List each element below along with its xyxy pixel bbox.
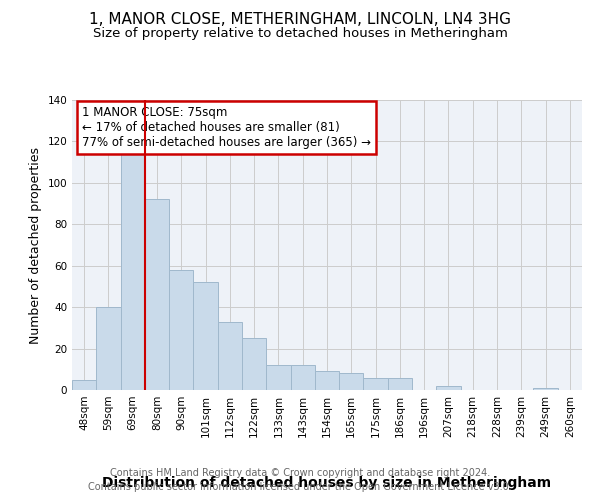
Bar (169, 270, 193, 390)
Bar (436, 386, 461, 390)
Bar (388, 378, 412, 390)
Bar (364, 378, 388, 390)
Bar (193, 282, 218, 390)
Bar (96, 307, 121, 390)
Bar (218, 322, 242, 390)
Bar (145, 200, 169, 390)
Y-axis label: Number of detached properties: Number of detached properties (29, 146, 42, 344)
Bar (72, 380, 96, 390)
Bar (242, 338, 266, 390)
X-axis label: Distribution of detached houses by size in Metheringham: Distribution of detached houses by size … (103, 476, 551, 490)
Bar (315, 372, 339, 390)
Text: 1 MANOR CLOSE: 75sqm
← 17% of detached houses are smaller (81)
77% of semi-detac: 1 MANOR CLOSE: 75sqm ← 17% of detached h… (82, 106, 371, 149)
Text: Size of property relative to detached houses in Metheringham: Size of property relative to detached ho… (92, 28, 508, 40)
Text: 1, MANOR CLOSE, METHERINGHAM, LINCOLN, LN4 3HG: 1, MANOR CLOSE, METHERINGHAM, LINCOLN, L… (89, 12, 511, 28)
Bar (339, 374, 364, 390)
Bar (533, 388, 558, 390)
Bar (290, 365, 315, 390)
Bar (121, 152, 145, 390)
Bar (266, 365, 290, 390)
Text: Contains HM Land Registry data © Crown copyright and database right 2024.
Contai: Contains HM Land Registry data © Crown c… (88, 468, 512, 492)
